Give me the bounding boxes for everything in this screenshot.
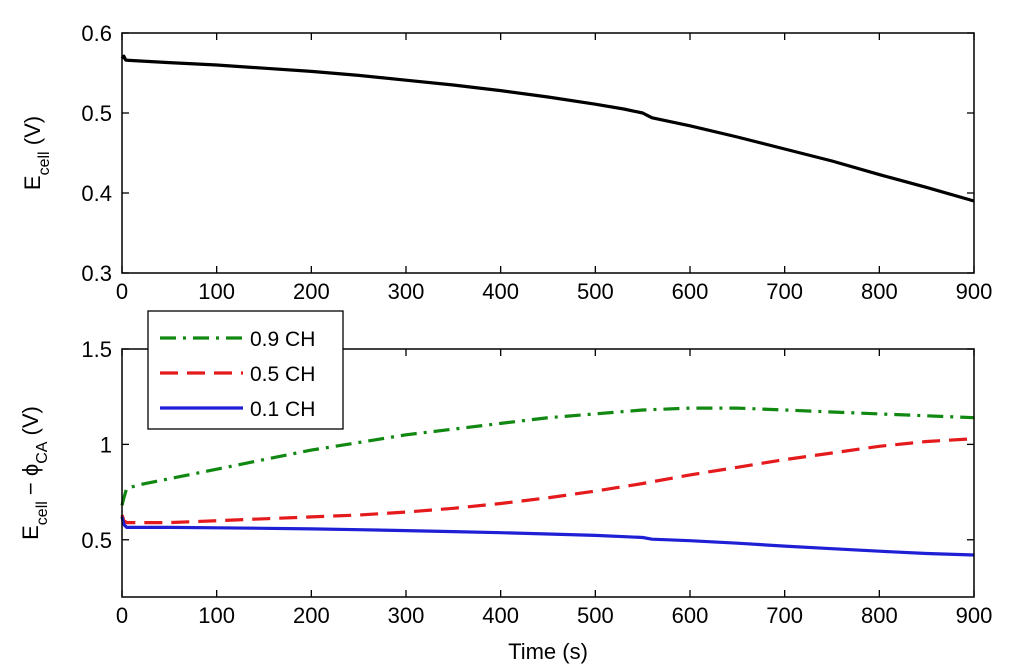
series-line-0.5-ch — [120, 437, 975, 525]
x-tick-label: 0 — [116, 603, 128, 628]
plot-frame — [121, 348, 975, 598]
x-axis-label: Time (s) — [508, 639, 588, 664]
plot-frame — [121, 32, 975, 274]
x-tick-label: 400 — [482, 603, 519, 628]
series-line-1-1 — [120, 54, 975, 203]
x-tick-label: 0 — [116, 279, 128, 304]
y-tick-label: 1.5 — [81, 337, 112, 362]
y-axis-label: Ecell − ϕCA (V) — [18, 406, 51, 540]
x-tick-label: 500 — [577, 603, 614, 628]
legend-label: 0.1 CH — [250, 398, 315, 421]
x-tick-label: 500 — [577, 279, 614, 304]
y-tick-label: 0.6 — [81, 21, 112, 46]
x-tick-label: 600 — [672, 279, 709, 304]
x-tick-label: 100 — [198, 603, 235, 628]
x-tick-label: 100 — [198, 279, 235, 304]
legend-label: 0.5 CH — [250, 363, 315, 386]
x-tick-label: 200 — [293, 279, 330, 304]
chart-panel-1: 0 100 200 300 400 500 600 700 800 900 0.3 0.4 0.5 0.6… — [20, 21, 992, 304]
x-tick-label: 600 — [672, 603, 709, 628]
x-tick-label: 300 — [388, 603, 425, 628]
y-tick-label: 0.4 — [81, 181, 112, 206]
x-tick-label: 800 — [861, 279, 898, 304]
y-tick-label: 0.5 — [81, 528, 112, 553]
x-tick-label: 700 — [766, 603, 803, 628]
x-tick-label: 800 — [861, 603, 898, 628]
legend-label: 0.9 CH — [250, 328, 315, 351]
y-tick-label: 0.3 — [81, 261, 112, 286]
series-line-0.1-ch — [120, 516, 975, 557]
y-axis-label: Ecell (V) — [20, 116, 53, 190]
x-tick-label: 200 — [293, 603, 330, 628]
chart-panel-2: 0 100 200 300 400 500 600 700 800 900 0.5 1 1.5 Ecell… — [18, 310, 993, 664]
series-line-0.9-ch — [120, 406, 975, 506]
x-tick-label: 300 — [388, 279, 425, 304]
x-tick-label: 900 — [956, 603, 993, 628]
legend: 0.9 CH 0.5 CH 0.1 CH — [147, 310, 344, 430]
x-tick-label: 900 — [956, 279, 993, 304]
y-tick-label: 1 — [100, 432, 112, 457]
y-tick-label: 0.5 — [81, 101, 112, 126]
x-tick-label: 700 — [766, 279, 803, 304]
x-tick-label: 400 — [482, 279, 519, 304]
